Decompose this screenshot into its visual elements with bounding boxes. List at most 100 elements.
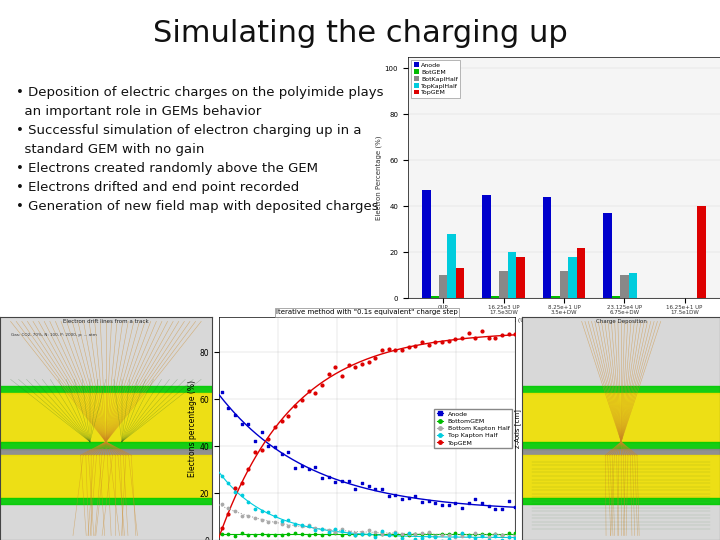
Point bbox=[430, 531, 441, 540]
Point bbox=[483, 502, 495, 511]
Point bbox=[236, 420, 248, 429]
Point bbox=[390, 530, 401, 539]
Point bbox=[316, 381, 328, 389]
Point bbox=[402, 530, 414, 539]
Point bbox=[310, 526, 321, 535]
Point bbox=[463, 531, 474, 540]
Point bbox=[503, 329, 514, 338]
Point bbox=[243, 420, 254, 428]
Point bbox=[369, 533, 381, 540]
Point bbox=[390, 528, 401, 537]
Point bbox=[383, 530, 395, 538]
Point bbox=[356, 528, 368, 536]
Point bbox=[316, 474, 328, 482]
Point bbox=[436, 338, 448, 346]
Point bbox=[336, 372, 348, 380]
Point bbox=[503, 497, 514, 505]
Point bbox=[436, 530, 448, 538]
Point bbox=[222, 504, 234, 513]
Point bbox=[376, 485, 387, 494]
Legend: Anode, BotGEM, BotKaplHalf, TopKaplHalf, TopGEM: Anode, BotGEM, BotKaplHalf, TopKaplHalf,… bbox=[411, 60, 460, 98]
Point bbox=[449, 334, 461, 343]
Point bbox=[476, 498, 487, 507]
Point bbox=[443, 531, 454, 539]
Point bbox=[476, 529, 487, 538]
Point bbox=[369, 484, 381, 493]
Point bbox=[463, 329, 474, 338]
Point bbox=[416, 497, 428, 506]
Point bbox=[443, 535, 454, 540]
Point bbox=[476, 327, 487, 336]
Point bbox=[222, 509, 234, 518]
Bar bbox=[603, 213, 611, 298]
Point bbox=[503, 533, 514, 540]
Point bbox=[469, 534, 481, 540]
Point bbox=[396, 529, 408, 538]
Bar bbox=[522, 455, 720, 498]
Point bbox=[256, 507, 268, 516]
Point bbox=[496, 331, 508, 340]
Point bbox=[349, 485, 361, 494]
X-axis label: Charges (Up Kapton & Bot Kapton) in electrons: Charges (Up Kapton & Bot Kapton) in elec… bbox=[490, 318, 638, 323]
Point bbox=[302, 465, 314, 474]
Point bbox=[510, 329, 521, 338]
Bar bbox=[500, 271, 508, 298]
Point bbox=[236, 479, 248, 488]
Point bbox=[276, 530, 287, 539]
Point bbox=[402, 343, 414, 352]
Point bbox=[402, 529, 414, 537]
Point bbox=[356, 530, 368, 538]
Point bbox=[302, 522, 314, 531]
Point bbox=[230, 531, 241, 540]
Point bbox=[323, 530, 334, 538]
Point bbox=[243, 465, 254, 474]
Point bbox=[302, 386, 314, 395]
Bar bbox=[0, 393, 212, 442]
Point bbox=[269, 423, 281, 431]
Legend: Anode, BottomGEM, Bottom Kapton Half, Top Kapton Half, TopGEM: Anode, BottomGEM, Bottom Kapton Half, To… bbox=[434, 409, 512, 448]
Point bbox=[396, 531, 408, 539]
Bar bbox=[629, 273, 637, 298]
Point bbox=[390, 491, 401, 500]
Point bbox=[243, 498, 254, 507]
Point bbox=[363, 482, 374, 490]
Point bbox=[423, 497, 434, 506]
Point bbox=[263, 435, 274, 443]
Point bbox=[222, 404, 234, 413]
Point bbox=[289, 519, 301, 528]
Point bbox=[469, 495, 481, 503]
Point bbox=[249, 530, 261, 539]
Point bbox=[256, 446, 268, 454]
Point bbox=[423, 341, 434, 350]
Point bbox=[263, 517, 274, 526]
Point bbox=[396, 495, 408, 504]
Y-axis label: z-Axis [cm]: z-Axis [cm] bbox=[514, 409, 521, 448]
Point bbox=[410, 530, 421, 538]
Point bbox=[216, 471, 228, 480]
Point bbox=[276, 520, 287, 529]
Point bbox=[330, 528, 341, 536]
Point bbox=[456, 503, 468, 512]
Point bbox=[316, 525, 328, 534]
Text: • Deposition of electric charges on the polyimide plays
  an important role in G: • Deposition of electric charges on the … bbox=[16, 86, 383, 213]
Bar bbox=[431, 296, 439, 298]
Point bbox=[376, 530, 387, 539]
Point bbox=[376, 526, 387, 535]
Bar bbox=[0, 442, 212, 449]
Point bbox=[323, 370, 334, 379]
Bar bbox=[491, 296, 500, 298]
Point bbox=[383, 491, 395, 500]
Point bbox=[296, 530, 307, 538]
Point bbox=[356, 479, 368, 488]
Bar bbox=[0, 455, 212, 498]
Point bbox=[330, 478, 341, 487]
Point bbox=[343, 530, 354, 538]
Bar bbox=[698, 206, 706, 298]
Point bbox=[289, 528, 301, 537]
Bar bbox=[0, 386, 212, 393]
Point bbox=[463, 499, 474, 508]
Point bbox=[343, 360, 354, 369]
Point bbox=[310, 463, 321, 471]
Point bbox=[296, 520, 307, 529]
Point bbox=[316, 524, 328, 533]
